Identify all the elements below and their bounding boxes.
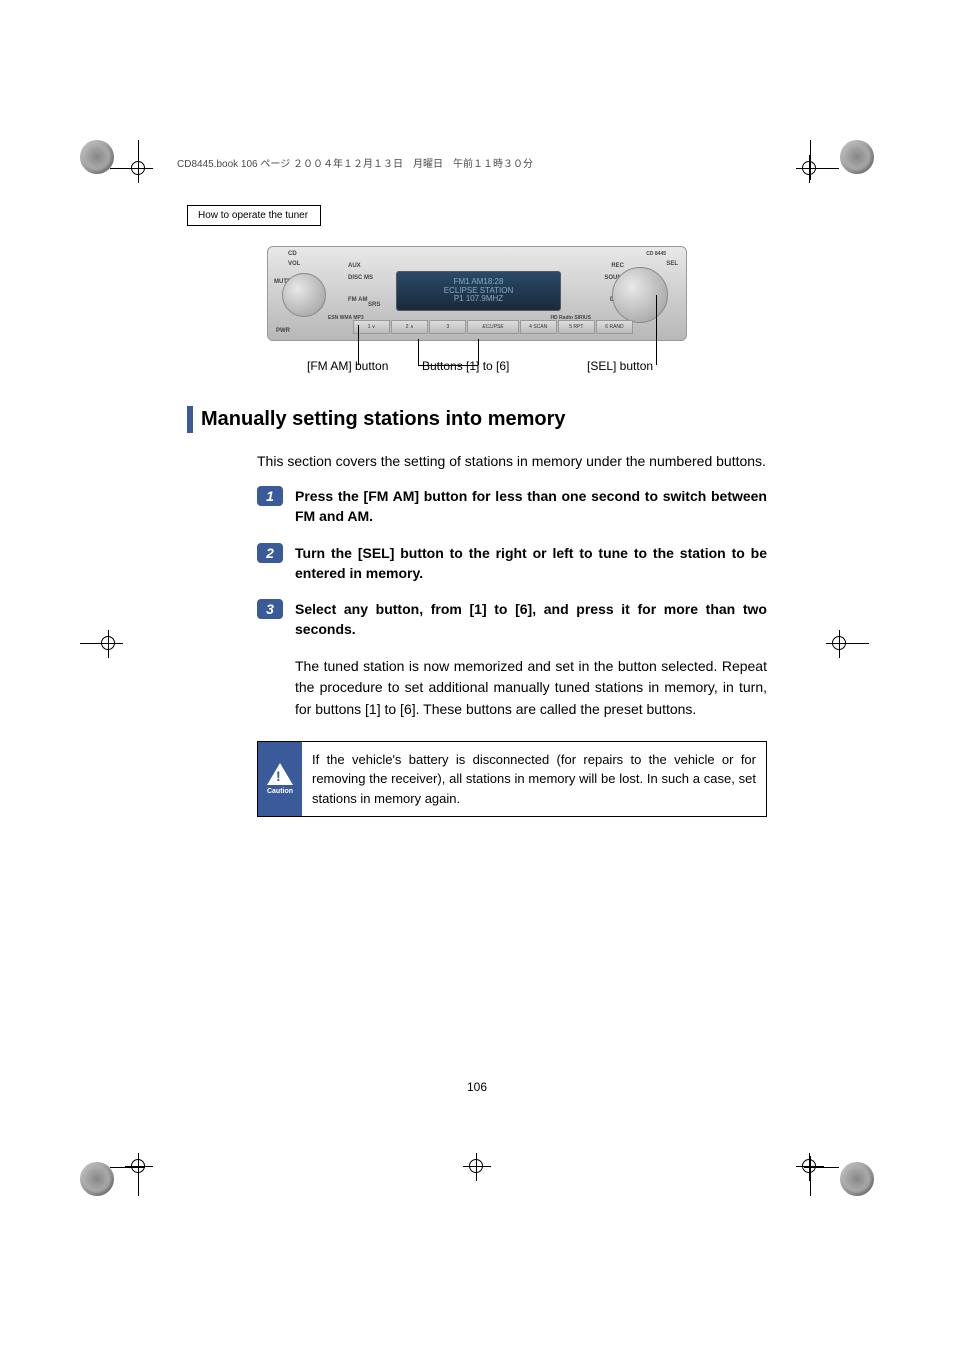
device-illustration: CD VOL AUX DISC MS FM AM SRS MUTE PWR ES… [267, 246, 687, 351]
step-number-3: 3 [257, 599, 283, 619]
eclipse-logo: ECLIPSE [467, 320, 518, 334]
callout-fm-am: [FM AM] button [307, 359, 388, 373]
crop-line [810, 140, 811, 180]
step-1: 1 Press the [FM AM] button for less than… [257, 486, 767, 527]
crop-sphere-bl [80, 1162, 114, 1196]
preset-button-row: 1 ∨ 2 ∧ 3 ECLIPSE 4 SCAN 5 RPT 6 RAND [353, 320, 633, 334]
device-disc-label: DISC MS [348, 275, 373, 281]
caution-text: If the vehicle's battery is disconnected… [302, 742, 766, 817]
intro-text: This section covers the setting of stati… [257, 451, 767, 472]
step-3: 3 Select any button, from [1] to [6], an… [257, 599, 767, 640]
callout-sel: [SEL] button [587, 359, 653, 373]
preset-2: 2 ∧ [391, 320, 428, 334]
step-2: 2 Turn the [SEL] button to the right or … [257, 543, 767, 584]
crop-sphere-tl [80, 140, 114, 174]
heading-accent-bar [187, 406, 193, 433]
result-text: The tuned station is now memorized and s… [295, 656, 767, 721]
step-text-3: Select any button, from [1] to [6], and … [295, 599, 767, 640]
device-cd-label: CD [288, 251, 297, 257]
device-screen: FM1 AM18:28 ECLIPSE STATION P1 107.9MHZ [396, 271, 561, 311]
page-header-meta: CD8445.book 106 ページ ２００４年１２月１３日 月曜日 午前１１… [177, 155, 767, 170]
crop-line [110, 1167, 145, 1168]
preset-3: 3 [429, 320, 466, 334]
step-number-1: 1 [257, 486, 283, 506]
preset-4: 4 SCAN [520, 320, 557, 334]
caution-triangle-icon [267, 763, 293, 785]
device-pwr-label: PWR [276, 328, 290, 334]
callout-buttons-1-6: Buttons [1] to [6] [422, 359, 509, 373]
section-tab: How to operate the tuner [187, 205, 321, 226]
crop-line [80, 643, 120, 644]
reg-mark-mr [826, 630, 854, 658]
heading-text: Manually setting stations into memory [201, 406, 566, 433]
volume-knob [282, 273, 326, 317]
device-model-label: CD 8445 [646, 251, 666, 257]
crop-line [110, 168, 145, 169]
caution-label: Caution [267, 788, 293, 795]
device-srs-label: SRS [368, 302, 380, 308]
page-number: 106 [0, 1080, 954, 1094]
preset-5: 5 RPT [558, 320, 595, 334]
caution-box: Caution If the vehicle's battery is disc… [257, 741, 767, 818]
section-heading: Manually setting stations into memory [187, 406, 767, 433]
reg-mark-bc [463, 1153, 491, 1181]
step-text-1: Press the [FM AM] button for less than o… [295, 486, 767, 527]
device-aux-label: AUX [348, 263, 361, 269]
crop-line [138, 140, 139, 180]
crop-line [138, 1156, 139, 1196]
reg-mark-ml [95, 630, 123, 658]
crop-sphere-br [840, 1162, 874, 1196]
device-vol-label: VOL [288, 261, 300, 267]
crop-sphere-tr [840, 140, 874, 174]
callout-row: [FM AM] button Buttons [1] to [6] [SEL] … [267, 351, 687, 381]
step-text-2: Turn the [SEL] button to the right or le… [295, 543, 767, 584]
screen-line3: P1 107.9MHZ [444, 295, 514, 304]
device-rec-label: REC [611, 263, 624, 269]
crop-line [829, 643, 869, 644]
device-sel-label: SEL [666, 261, 678, 267]
sel-knob [612, 267, 668, 323]
step-number-2: 2 [257, 543, 283, 563]
preset-6: 6 RAND [596, 320, 633, 334]
device-fmam-label: FM AM [348, 297, 367, 303]
caution-icon-cell: Caution [258, 742, 302, 817]
reg-mark-tl [125, 155, 153, 183]
crop-line [810, 1156, 811, 1196]
